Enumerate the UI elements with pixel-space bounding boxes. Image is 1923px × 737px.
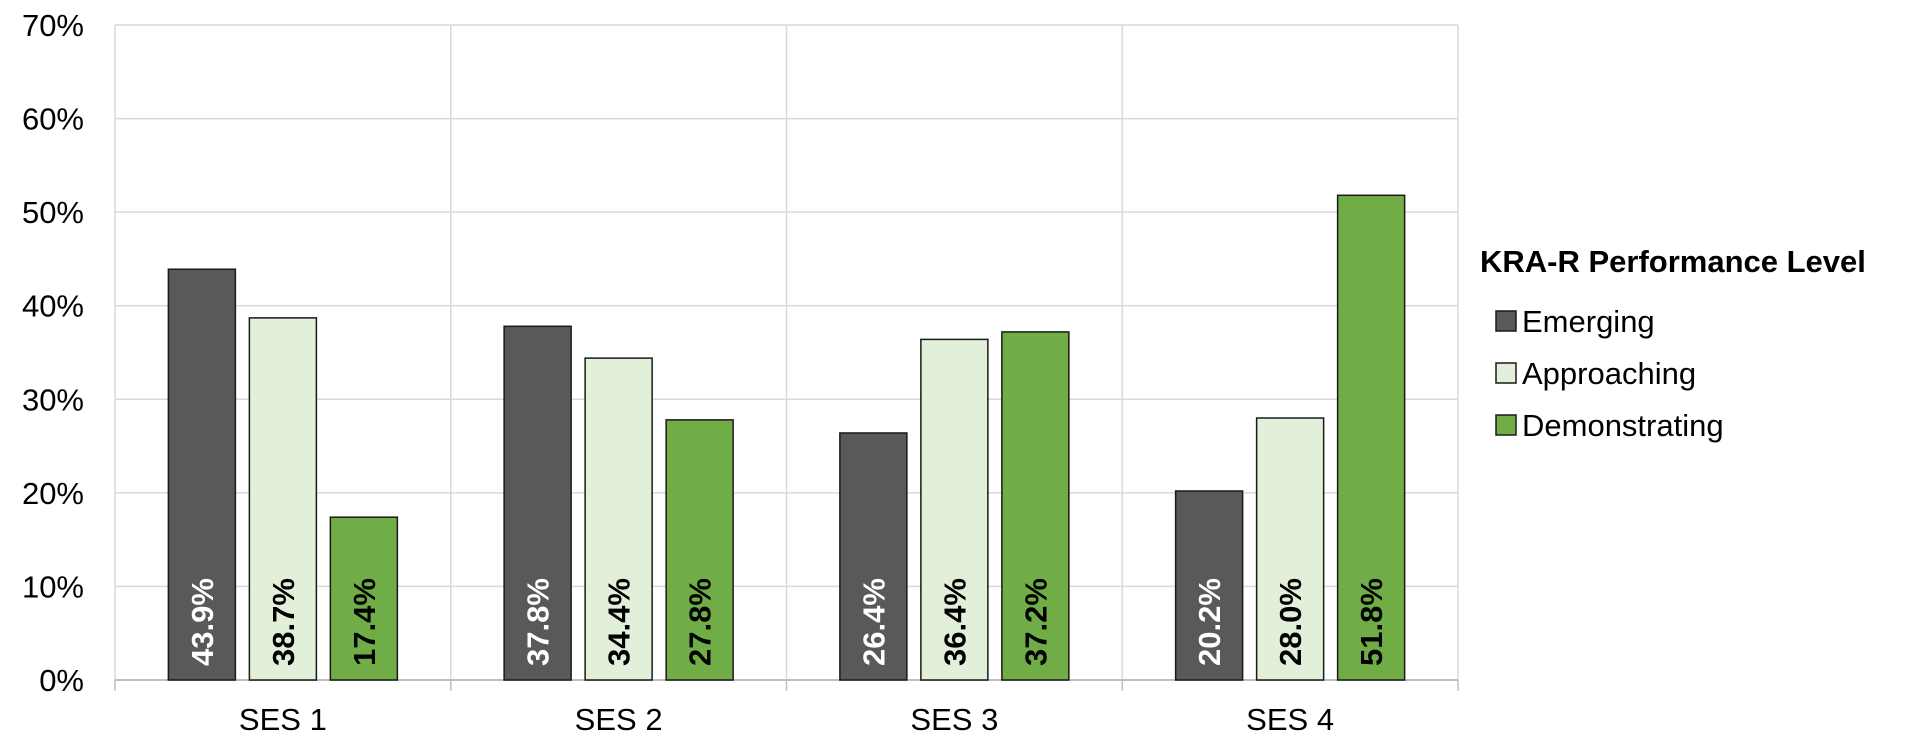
data-label: 37.8% bbox=[521, 578, 556, 666]
y-tick-label: 60% bbox=[22, 102, 84, 137]
y-tick-label: 50% bbox=[22, 195, 84, 230]
bar bbox=[1001, 331, 1070, 681]
data-labels: 43.9% 38.7% 17.4% 37.8% 34.4% 27.8% 26.4% 36.4%… bbox=[185, 578, 1389, 666]
x-category-label: SES 1 bbox=[239, 702, 327, 737]
y-tick-label: 40% bbox=[22, 289, 84, 324]
bar bbox=[839, 432, 908, 681]
legend-entry-label: Approaching bbox=[1522, 356, 1696, 391]
data-label: 38.7% bbox=[266, 578, 301, 666]
bar bbox=[1336, 194, 1406, 681]
data-label: 34.4% bbox=[602, 578, 637, 666]
legend-swatch bbox=[1495, 310, 1517, 332]
y-axis: 0% 10% 20% 30% 40% 50% 60% 70% bbox=[22, 8, 84, 698]
data-label: 20.2% bbox=[1192, 578, 1227, 666]
data-label: 37.2% bbox=[1018, 578, 1053, 666]
x-category-label: SES 2 bbox=[575, 702, 663, 737]
data-label: 36.4% bbox=[937, 578, 972, 666]
bar bbox=[248, 317, 318, 681]
bar bbox=[584, 357, 653, 681]
data-label: 51.8% bbox=[1354, 578, 1389, 666]
data-label: 26.4% bbox=[856, 578, 891, 666]
y-tick-label: 30% bbox=[22, 382, 84, 417]
bar bbox=[503, 325, 572, 681]
data-label: 27.8% bbox=[683, 578, 718, 666]
legend-swatch bbox=[1495, 362, 1517, 384]
x-axis: SES 1 SES 2 SES 3 SES 4 bbox=[114, 679, 1459, 737]
bar bbox=[329, 516, 399, 681]
y-tick-label: 70% bbox=[22, 8, 84, 43]
data-label: 28.0% bbox=[1273, 578, 1308, 666]
bar bbox=[1255, 417, 1325, 681]
bar bbox=[167, 268, 237, 681]
legend-entry-label: Emerging bbox=[1522, 304, 1655, 339]
x-category-label: SES 4 bbox=[1246, 702, 1334, 737]
legend-title: KRA-R Performance Level bbox=[1480, 244, 1866, 279]
data-label: 17.4% bbox=[347, 578, 382, 666]
legend: KRA-R Performance Level Emerging Approach… bbox=[1480, 244, 1866, 443]
bar bbox=[665, 419, 734, 681]
bar bbox=[1174, 490, 1244, 681]
y-tick-label: 0% bbox=[39, 663, 84, 698]
bar bbox=[920, 338, 989, 681]
legend-entry-label: Demonstrating bbox=[1522, 408, 1724, 443]
y-tick-label: 20% bbox=[22, 476, 84, 511]
data-label: 43.9% bbox=[185, 578, 220, 666]
legend-swatch bbox=[1495, 414, 1517, 436]
y-tick-label: 10% bbox=[22, 569, 84, 604]
x-category-label: SES 3 bbox=[910, 702, 998, 737]
bars bbox=[167, 194, 1406, 681]
